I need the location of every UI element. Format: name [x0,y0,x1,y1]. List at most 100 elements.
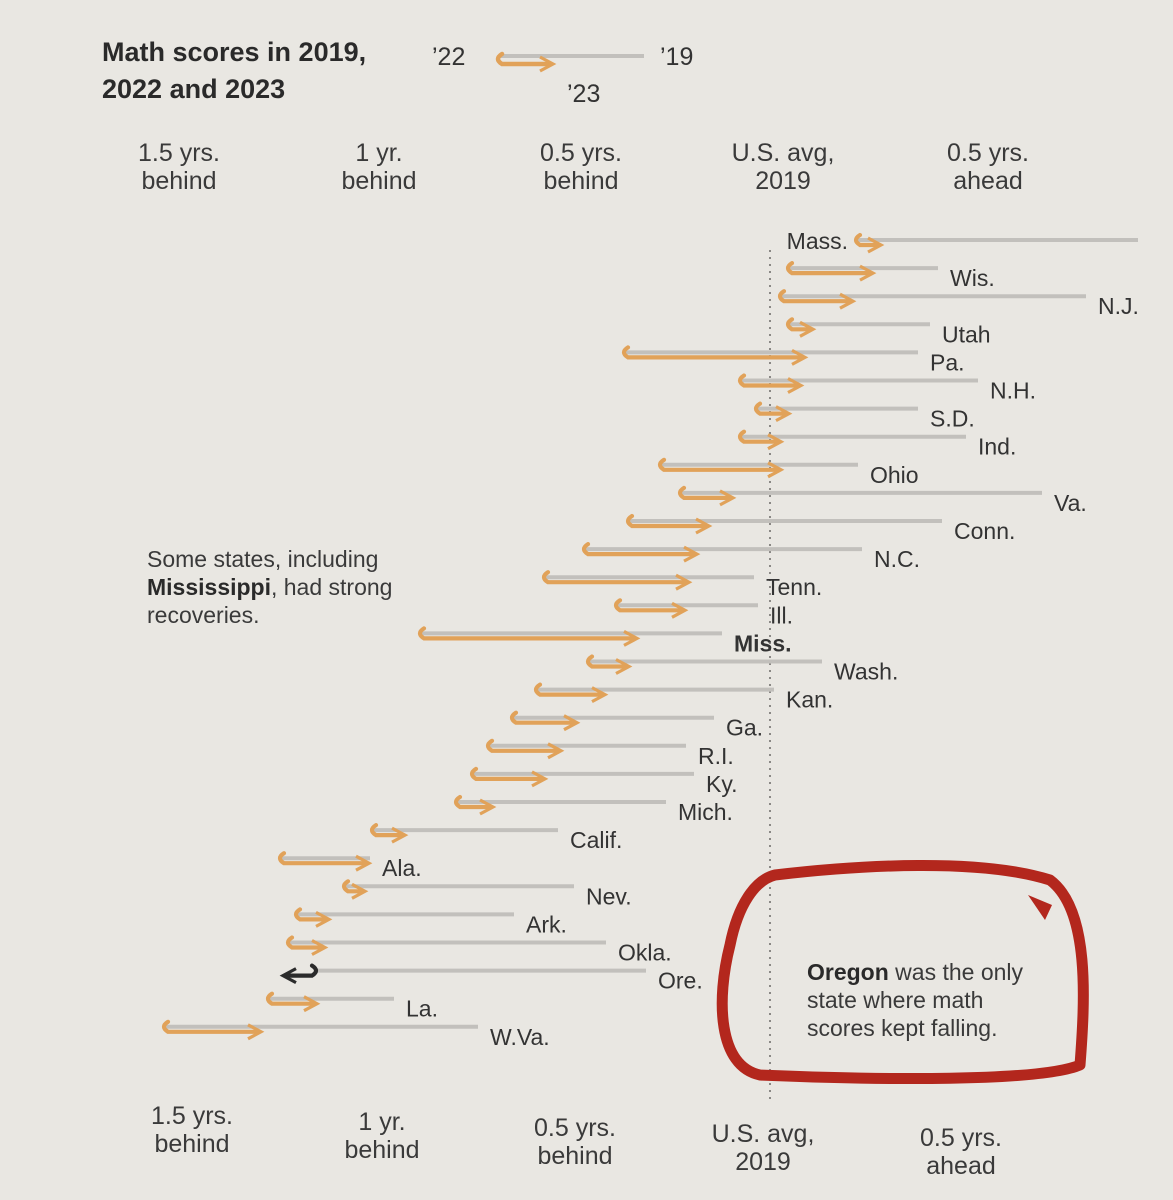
state-row: Nev. [341,879,632,909]
state-label: Ill. [770,602,793,628]
recovery-arrow [485,738,561,753]
arrowhead [799,320,817,338]
top-axis-label-1-behind: 1 yr. behind [299,139,459,195]
recovery-arrow [625,513,709,529]
recovery-arrow [453,794,493,810]
recovery-arrow [541,570,689,585]
bottom-axis-label-1-behind: 1 yr. behind [302,1108,462,1164]
decline-arrow [283,963,319,978]
state-label: Ind. [978,434,1016,460]
state-row: Tenn. [541,570,822,600]
state-label: Ark. [526,911,567,937]
recovery-arrow [657,457,781,472]
top-axis-label-line2: ahead [953,167,1023,195]
state-row: Mich. [453,794,733,825]
recovery-arrow [585,654,629,669]
recovery-arrow [509,710,577,725]
state-row: Ga. [509,710,763,741]
arrowhead [695,517,713,535]
state-label: Utah [942,321,991,347]
top-axis-label-line2: behind [141,167,217,195]
recovery-arrow [277,851,369,866]
top-axis-label-line2: 2019 [755,167,811,195]
recovery-arrow [677,485,733,500]
state-label: Wis. [950,265,995,291]
arrowhead [591,686,609,704]
top-axis-label-us-average: U.S. avg, 2019 [703,139,863,195]
state-row: Va. [677,485,1087,516]
legend-graphic [495,51,644,73]
recovery-arrow [621,345,805,360]
state-label: Conn. [954,518,1015,544]
recovery-arrow [469,766,545,781]
top-axis-label-line1: 0.5 yrs. [540,139,622,167]
arrowhead [563,714,581,732]
state-row: Wis. [785,261,995,291]
state-row: Ore. [279,963,703,994]
bottom-axis-label-line1: 0.5 yrs. [534,1114,616,1142]
bottom-axis-label-line1: 1.5 yrs. [151,1102,233,1130]
top-axis-label-line2: behind [543,167,619,195]
recovery-arrow [161,1019,261,1034]
legend-label-2023: ’23 [567,80,601,108]
arrowhead [391,826,409,844]
bottom-axis-label-0.5-behind: 0.5 yrs. behind [495,1114,655,1170]
annotation-circle [716,859,1089,1085]
arrowhead [775,405,793,423]
oregon-annotation-line1: Oregon was the only [807,958,1023,986]
recovery-arrow [785,261,873,276]
recovery-arrow [737,429,781,444]
state-label: Ky. [706,771,738,797]
arrowhead [303,995,321,1013]
top-axis-label-line1: U.S. avg, [731,139,835,167]
recovery-arrow [581,542,697,557]
arrowhead [311,939,329,956]
state-label: La. [406,996,438,1022]
recovery-arrow [853,232,881,248]
state-label: N.H. [990,378,1036,404]
bottom-axis-label-us-average: U.S. avg, 2019 [683,1120,843,1176]
oregon-annotation-line1-rest: was the only [888,959,1024,985]
oregon-annotation: Oregon was the only state where math sco… [807,958,1023,1042]
bottom-axis-label-line2: ahead [926,1152,996,1180]
mississippi-bold: Mississippi [147,574,271,600]
state-row: S.D. [753,401,975,432]
mississippi-annotation-line2-rest: , had strong [270,574,393,600]
arrowhead [355,854,373,872]
state-row: Ark. [293,907,567,937]
arrowhead [683,545,701,563]
state-row: Okla. [285,935,672,966]
state-row: Utah [785,317,991,347]
top-axis-label-0.5-ahead: 0.5 yrs. ahead [908,139,1068,195]
arrowhead [279,967,297,985]
state-row: Calif. [369,823,622,853]
recovery-arrow [285,935,325,950]
arrowhead [615,658,633,675]
bottom-axis-label-line1: U.S. avg, [711,1120,815,1148]
state-label: Calif. [570,827,622,853]
state-row: Ind. [737,429,1016,460]
bottom-axis-label-line2: 2019 [735,1148,791,1176]
state-label: Miss. [734,630,792,656]
recovery-arrow [341,879,365,894]
state-row: Ky. [469,766,738,797]
recovery-arrow [785,317,813,332]
arrowhead [859,264,877,282]
state-row: Conn. [625,513,1015,544]
mississippi-annotation-line3: recoveries. [147,602,260,628]
state-label: Ala. [382,855,422,881]
state-row: Ala. [277,851,422,881]
bottom-axis-label-0.5-ahead: 0.5 yrs. ahead [881,1124,1041,1180]
state-row: La. [265,991,438,1022]
top-axis-label-line1: 1.5 yrs. [138,139,220,167]
state-row: W.Va. [161,1019,550,1050]
arrowhead [315,910,333,928]
arrowhead [867,236,885,254]
state-row: N.J. [777,289,1139,319]
legend-arrowhead [539,55,557,73]
state-label: R.I. [698,743,734,769]
red-circle-blot [1028,895,1052,920]
state-label: Tenn. [766,574,822,600]
